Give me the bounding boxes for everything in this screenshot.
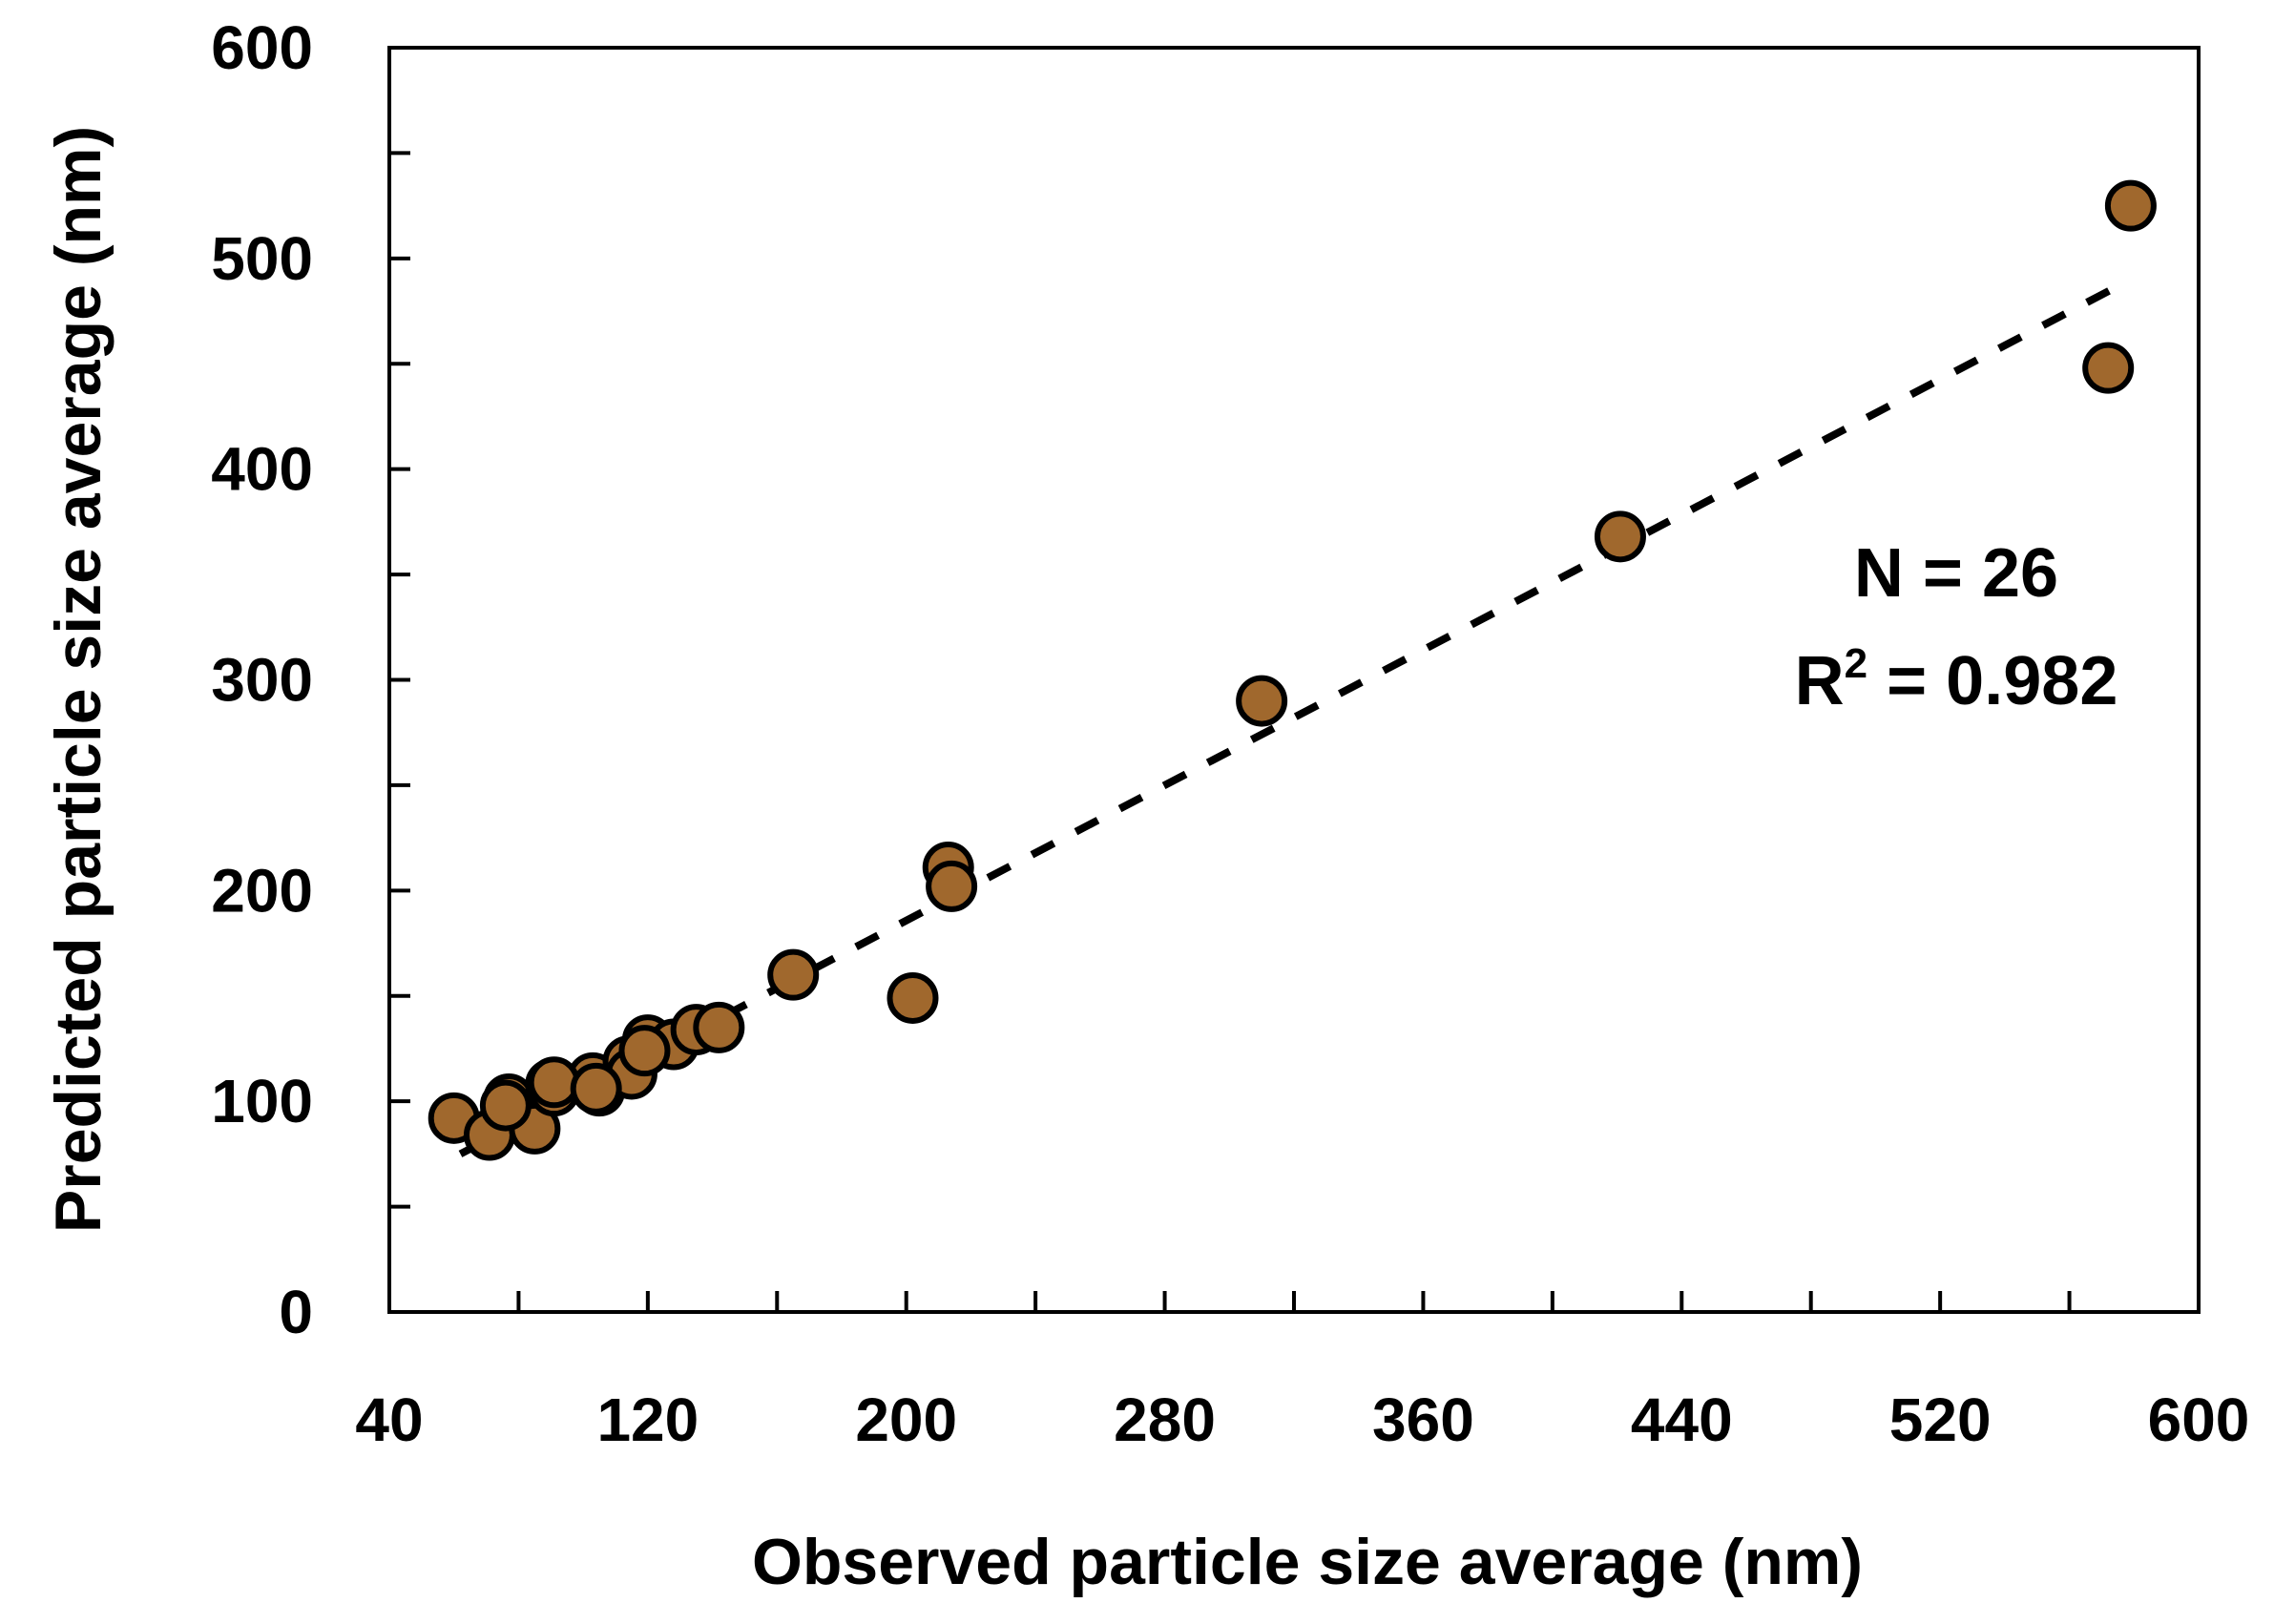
- x-tick-label: 120: [596, 1385, 699, 1454]
- y-tick-label: 200: [211, 856, 313, 925]
- r2-superscript: 2: [1845, 640, 1867, 687]
- y-tick-label: 0: [279, 1278, 313, 1346]
- data-point: [2104, 179, 2157, 232]
- r2-value: = 0.982: [1867, 643, 2118, 719]
- data-point: [618, 1025, 671, 1077]
- trendline: [458, 276, 2133, 1157]
- x-tick-label: 440: [1631, 1385, 1733, 1454]
- data-point: [887, 971, 939, 1024]
- x-tick-label: 600: [2148, 1385, 2250, 1454]
- x-tick-label: 520: [1889, 1385, 1992, 1454]
- data-points: [428, 179, 2157, 1161]
- data-point: [1236, 675, 1288, 727]
- x-tick-labels: 40 120 200 280 360 440 520 600: [355, 1385, 2249, 1454]
- r2-annotation: R2 = 0.982: [1795, 640, 2118, 719]
- data-point: [1594, 510, 1646, 563]
- data-point: [693, 1001, 745, 1053]
- y-tick-label: 600: [211, 13, 313, 82]
- x-tick-label: 360: [1372, 1385, 1474, 1454]
- y-ticks: [389, 151, 410, 1209]
- x-axis-title: Observed particle size average (nm): [752, 1526, 1863, 1598]
- y-tick-label: 400: [211, 435, 313, 504]
- x-tick-label: 200: [855, 1385, 957, 1454]
- data-point: [570, 1062, 622, 1114]
- y-tick-label: 500: [211, 224, 313, 293]
- y-tick-label: 100: [211, 1067, 313, 1135]
- x-tick-label: 280: [1114, 1385, 1216, 1454]
- x-tick-label: 40: [355, 1385, 423, 1454]
- y-tick-label: 300: [211, 646, 313, 715]
- r2-prefix: R: [1795, 643, 1845, 719]
- n-annotation: N = 26: [1854, 535, 2058, 612]
- data-point: [479, 1079, 532, 1132]
- y-tick-labels: 0 100 200 300 400 500 600: [211, 13, 313, 1346]
- x-ticks: [516, 1291, 2072, 1312]
- data-point: [926, 860, 978, 912]
- y-axis-title: Predicted particle size average (nm): [42, 126, 115, 1233]
- data-point: [2082, 342, 2135, 394]
- data-point: [528, 1056, 580, 1109]
- data-point: [767, 948, 820, 1001]
